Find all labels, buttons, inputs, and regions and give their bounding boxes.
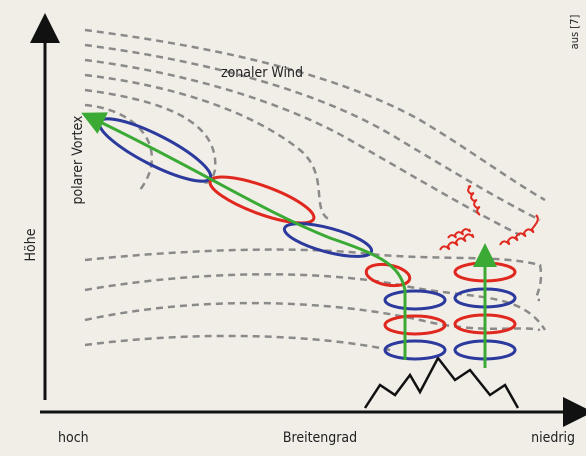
x-right-label: niedrig: [531, 430, 575, 446]
wind-lines: [85, 30, 545, 350]
y-axis-label: Höhe: [23, 228, 39, 261]
diagram: Höhe hoch Breitengrad niedrig zonaler Wi…: [0, 0, 586, 456]
x-left-label: hoch: [58, 430, 89, 446]
zonal-wind-label: zonaler Wind: [221, 65, 303, 81]
x-axis-label: Breitengrad: [283, 430, 357, 446]
source: aus [7]: [568, 15, 581, 50]
vortex-label: polarer Vortex: [70, 115, 86, 205]
ellipses: [93, 108, 515, 359]
mountain: [365, 358, 518, 408]
